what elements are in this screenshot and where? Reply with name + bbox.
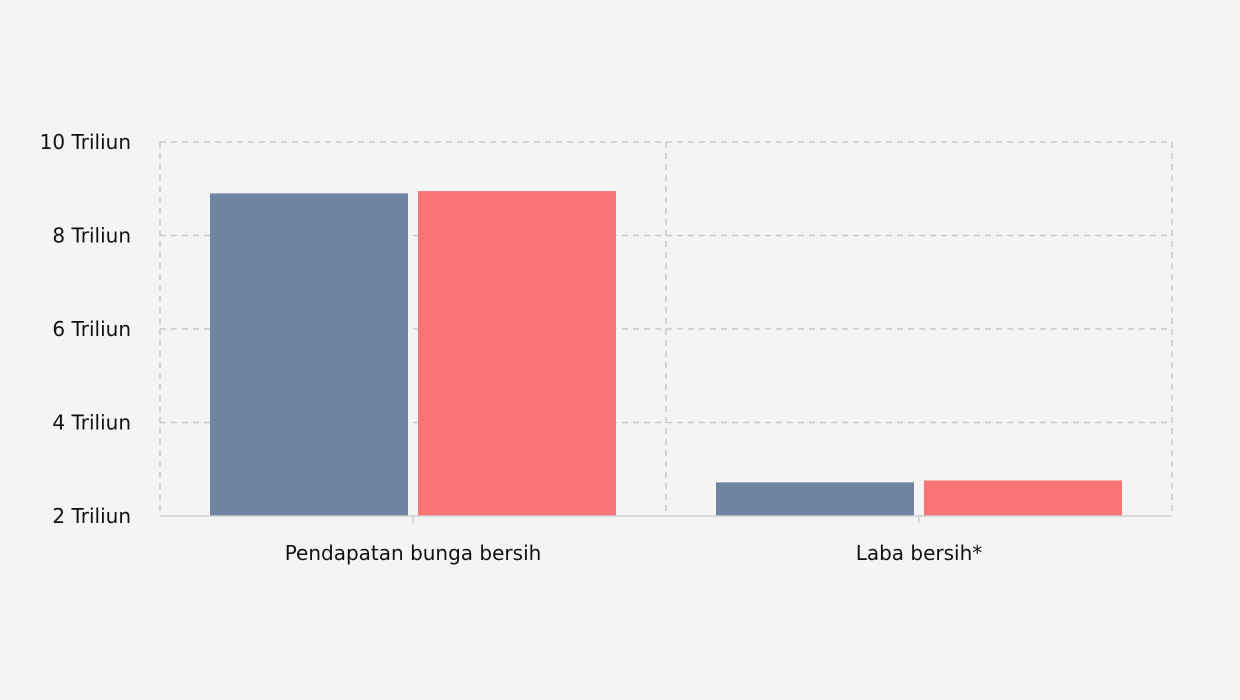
y-tick-label: 2 Triliun <box>52 504 131 528</box>
bars-layer <box>210 191 1122 517</box>
bar <box>210 193 408 517</box>
x-category-label: Laba bersih* <box>856 541 983 565</box>
bar <box>418 191 616 516</box>
y-tick-label: 10 Triliun <box>40 130 131 154</box>
y-tick-label: 4 Triliun <box>52 411 131 435</box>
y-tick-label: 6 Triliun <box>52 317 131 341</box>
label-layer: 2 Triliun 4 Triliun 6 Triliun 8 Triliun 10 T… <box>40 130 983 565</box>
bar <box>924 480 1122 516</box>
axis-layer <box>160 515 1172 523</box>
x-category-label: Pendapatan bunga bersih <box>285 541 542 565</box>
y-tick-label: 8 Triliun <box>52 224 131 248</box>
bar <box>716 482 914 516</box>
